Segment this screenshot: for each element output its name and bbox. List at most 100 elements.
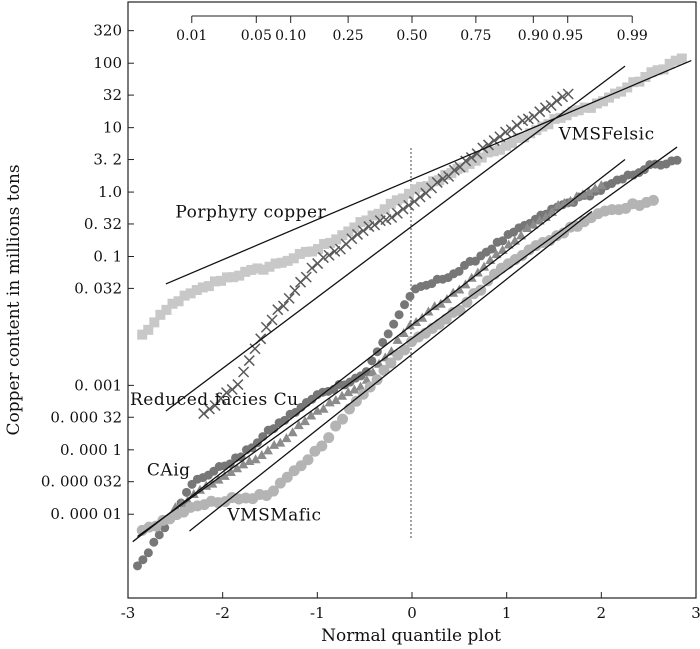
- point-reduced-facies-cu: [556, 91, 569, 103]
- point-caig: [330, 395, 341, 405]
- point-caig: [497, 244, 508, 254]
- point-porphyry-copper: [325, 237, 336, 248]
- point-porphyry-copper: [276, 257, 287, 268]
- x-tick-label: 2: [597, 604, 607, 622]
- point-caig: [491, 249, 502, 259]
- point-reduced-facies-cu: [198, 408, 210, 420]
- point-vmsmafic: [323, 432, 335, 444]
- point-porphyry-copper: [343, 226, 354, 237]
- probability-tick-label: 0.01: [176, 28, 207, 44]
- point-reduced-facies-cu: [346, 233, 358, 245]
- point-reduced-facies-cu: [300, 271, 312, 283]
- point-porphyry-copper: [597, 96, 608, 107]
- point-caig: [361, 374, 372, 384]
- point-porphyry-copper: [422, 181, 433, 192]
- point-porphyry-copper: [379, 204, 390, 215]
- point-porphyry-copper: [634, 76, 645, 87]
- y-tick-label: 10: [103, 119, 122, 137]
- point-caig: [534, 215, 545, 225]
- point-porphyry-copper: [306, 246, 317, 257]
- point-caig: [238, 459, 249, 469]
- x-tick-label: 3: [691, 604, 700, 622]
- probability-tick-label: 0.10: [275, 28, 306, 44]
- point-caig: [441, 294, 452, 304]
- point-vmsfelsic: [383, 329, 393, 339]
- annotation-vmsmafic: VMSMafic: [226, 505, 321, 525]
- point-porphyry-copper: [349, 222, 360, 233]
- point-porphyry-copper: [294, 248, 305, 259]
- point-caig: [367, 367, 378, 377]
- y-tick-label: 0. 001: [74, 376, 122, 394]
- point-reduced-facies-cu: [511, 119, 523, 131]
- annotation-reduced-facies-cu: Reduced facies Cu: [130, 390, 299, 410]
- point-porphyry-copper: [209, 276, 220, 287]
- point-reduced-facies-cu: [351, 228, 364, 240]
- x-axis-title: Normal quantile plot: [321, 626, 501, 646]
- point-porphyry-copper: [234, 270, 245, 281]
- point-caig: [583, 186, 594, 196]
- point-porphyry-copper: [458, 162, 469, 173]
- point-reduced-facies-cu: [437, 173, 449, 185]
- y-tick-label: 32: [103, 86, 122, 104]
- annotation-porphyry-copper: Porphyry copper: [175, 203, 326, 223]
- point-vmsmafic: [385, 357, 397, 369]
- point-vmsfelsic: [154, 530, 164, 540]
- point-porphyry-copper: [555, 112, 566, 123]
- point-vmsfelsic: [378, 337, 388, 347]
- point-porphyry-copper: [355, 217, 366, 228]
- point-caig: [287, 427, 298, 437]
- point-reduced-facies-cu: [317, 252, 329, 264]
- point-caig: [522, 222, 533, 232]
- point-porphyry-copper: [373, 208, 384, 219]
- point-caig: [398, 327, 409, 337]
- fit-lines: [132, 59, 692, 543]
- annotation-vmsfelsic: VMSFelsic: [558, 125, 655, 145]
- point-vmsfelsic: [252, 438, 262, 448]
- point-porphyry-copper: [185, 288, 196, 299]
- point-reduced-facies-cu: [369, 219, 381, 231]
- point-reduced-facies-cu: [238, 366, 250, 378]
- point-caig: [262, 445, 273, 455]
- point-porphyry-copper: [361, 215, 372, 226]
- fit-line-caig: [132, 159, 626, 543]
- point-reduced-facies-cu: [329, 245, 341, 257]
- point-reduced-facies-cu: [232, 379, 244, 391]
- y-tick-label: 320: [93, 22, 122, 40]
- point-porphyry-copper: [676, 53, 687, 64]
- y-tick-label: 0. 000 32: [50, 408, 122, 426]
- point-porphyry-copper: [658, 64, 669, 75]
- point-vmsfelsic: [182, 487, 192, 497]
- point-porphyry-copper: [604, 92, 615, 103]
- y-tick-label: 3. 2: [93, 151, 122, 169]
- point-reduced-facies-cu: [357, 225, 369, 237]
- y-tick-label: 0. 000 032: [41, 473, 122, 491]
- point-porphyry-copper: [531, 125, 542, 136]
- point-vmsfelsic: [132, 561, 142, 571]
- point-porphyry-copper: [573, 105, 584, 116]
- point-porphyry-copper: [179, 290, 190, 301]
- fit-line-reduced-facies-cu: [165, 65, 626, 412]
- point-caig: [429, 301, 440, 311]
- y-axis-ticks: 320 100 32 10 3. 2 1.0 0. 32 0. 1 0. 032 0. 001 0.…: [41, 22, 134, 523]
- fit-line-vmsmafic: [189, 210, 593, 532]
- point-porphyry-copper: [264, 261, 275, 272]
- point-caig: [213, 474, 224, 484]
- point-reduced-facies-cu: [448, 164, 460, 176]
- x-tick-label: -1: [310, 604, 325, 622]
- x-tick-label: 0: [407, 604, 417, 622]
- point-reduced-facies-cu: [323, 249, 335, 261]
- point-caig: [503, 239, 514, 249]
- point-reduced-facies-cu: [289, 285, 301, 297]
- point-caig: [466, 272, 477, 282]
- point-porphyry-copper: [640, 72, 651, 83]
- point-porphyry-copper: [167, 298, 178, 309]
- point-vmsfelsic: [394, 310, 404, 320]
- point-caig: [343, 387, 354, 397]
- y-axis-title: Copper content in millions tons: [4, 164, 24, 435]
- point-reduced-facies-cu: [408, 195, 420, 207]
- probability-axis: 0.01 0.05 0.10 0.25 0.50 0.75 0.90 0.95 0.99: [176, 15, 648, 44]
- point-caig: [404, 320, 415, 330]
- point-reduced-facies-cu: [551, 95, 563, 107]
- series-layer: [132, 53, 687, 571]
